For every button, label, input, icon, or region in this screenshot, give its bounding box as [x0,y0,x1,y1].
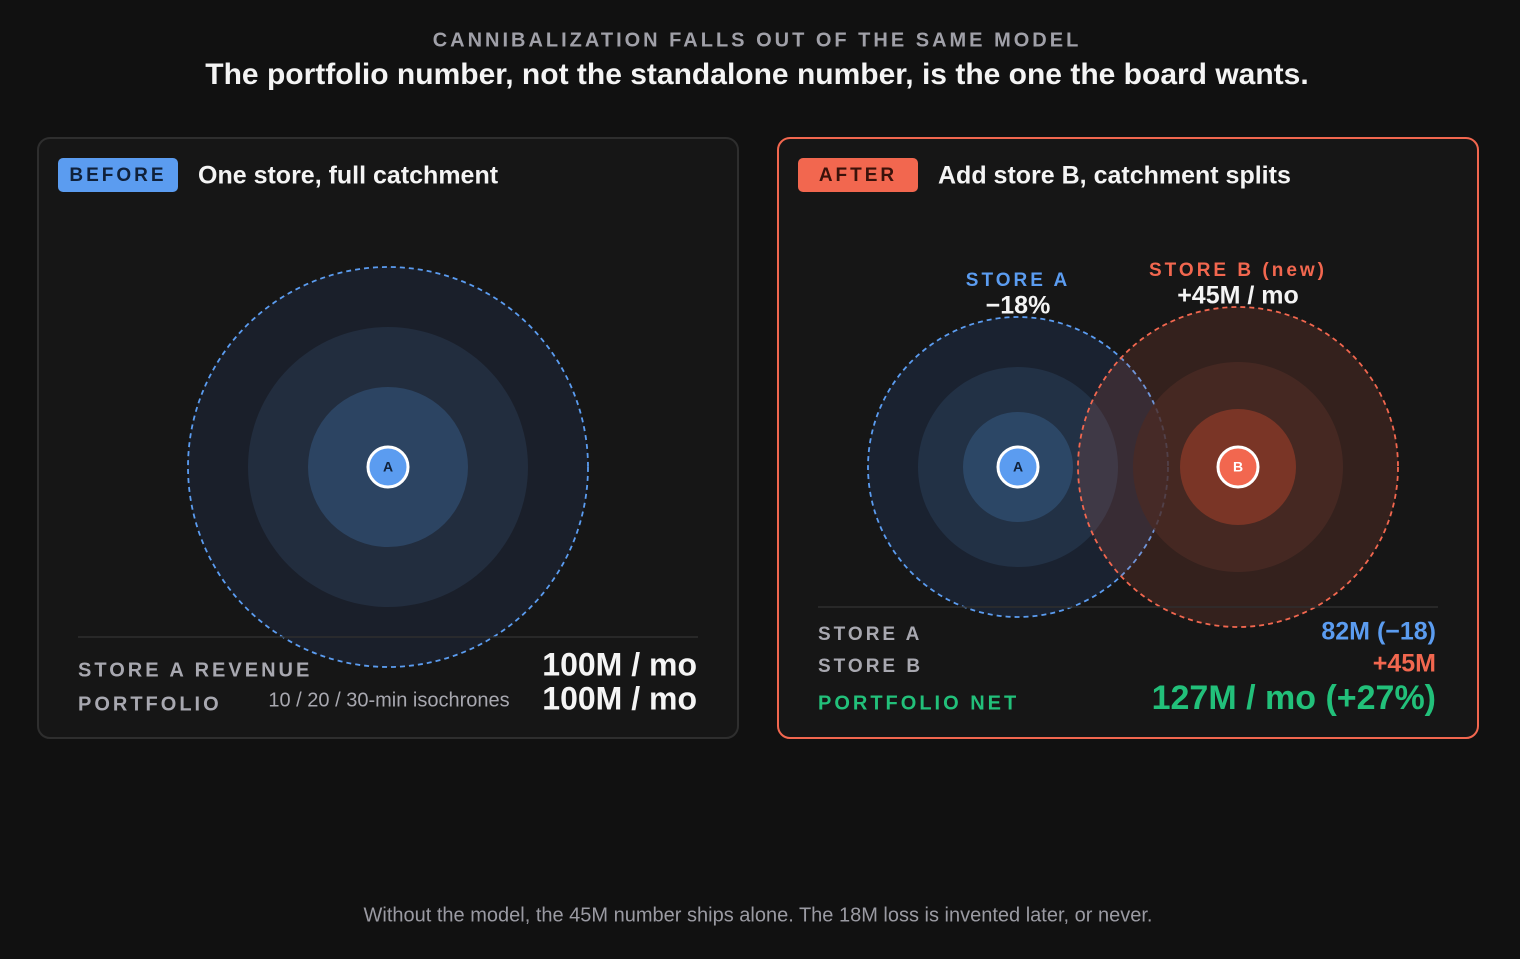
store-marker-label: A [383,459,393,475]
row-label: PORTFOLIO [78,693,222,715]
row-value: 82M (−18) [1321,618,1436,646]
store-marker [366,445,410,489]
row-label: STORE B [818,656,923,677]
after-badge [798,158,918,192]
headline: The portfolio number, not the standalone… [205,58,1308,91]
row-value: 127M / mo (+27%) [1152,679,1436,717]
row-label: STORE A [818,624,922,645]
before-badge-text: BEFORE [69,165,166,186]
before-badge [58,158,178,192]
row-value: +45M [1373,650,1436,678]
after-badge-text: AFTER [819,165,897,186]
store-a-marker [996,445,1040,489]
row-value: 100M / mo [542,646,697,682]
store-a-marker-label: A [1013,459,1023,475]
caption: 10 / 20 / 30-min isochrones [268,689,509,711]
store-b-marker [1216,445,1260,489]
kicker: CANNIBALIZATION FALLS OUT OF THE SAME MO… [433,29,1082,51]
store-b-change: +45M / mo [1177,282,1299,310]
store-b-marker-label: B [1233,459,1243,475]
store-a-change: −18% [986,292,1051,320]
row-label: STORE A REVENUE [78,659,312,681]
before-title: One store, full catchment [198,162,499,190]
store-b-label: STORE B (new) [1149,260,1327,281]
store-a-label: STORE A [966,270,1070,291]
row-label: PORTFOLIO NET [818,692,1019,714]
footer: Without the model, the 45M number ships … [364,904,1153,926]
row-value: 100M / mo [542,680,697,716]
after-title: Add store B, catchment splits [938,162,1291,190]
